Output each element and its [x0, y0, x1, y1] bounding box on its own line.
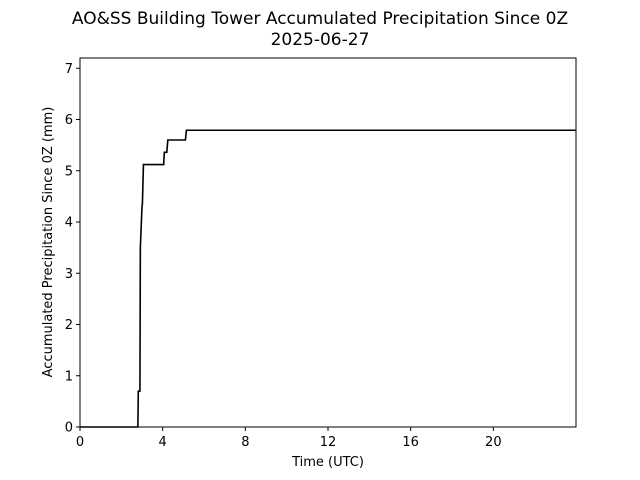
x-tick-label: 20 — [485, 435, 502, 450]
y-tick-label: 2 — [65, 318, 73, 333]
x-tick-label: 8 — [241, 435, 249, 450]
x-tick-label: 12 — [320, 435, 337, 450]
x-tick-label: 0 — [76, 435, 84, 450]
x-tick-label: 4 — [159, 435, 167, 450]
y-tick-label: 5 — [65, 164, 73, 179]
y-tick-label: 0 — [65, 421, 73, 436]
plot-frame — [79, 57, 577, 428]
y-axis-label: Accumulated Precipitation Since 0Z (mm) — [41, 107, 56, 378]
precipitation-line — [80, 129, 576, 428]
chart-subtitle: 2025-06-27 — [271, 30, 370, 50]
x-axis: 0 4 8 12 16 20 — [76, 427, 502, 450]
y-axis: 0 1 2 3 4 5 6 7 — [65, 62, 80, 436]
y-tick-label: 6 — [65, 113, 73, 128]
y-tick-label: 7 — [65, 62, 73, 77]
y-tick-label: 1 — [65, 369, 73, 384]
chart-title: AO&SS Building Tower Accumulated Precipi… — [72, 9, 568, 29]
y-tick-label: 3 — [65, 267, 73, 282]
plot-area — [80, 58, 576, 427]
line-layer — [80, 129, 576, 428]
y-tick-label: 4 — [65, 216, 73, 231]
x-axis-label: Time (UTC) — [291, 455, 364, 470]
x-tick-label: 16 — [402, 435, 419, 450]
